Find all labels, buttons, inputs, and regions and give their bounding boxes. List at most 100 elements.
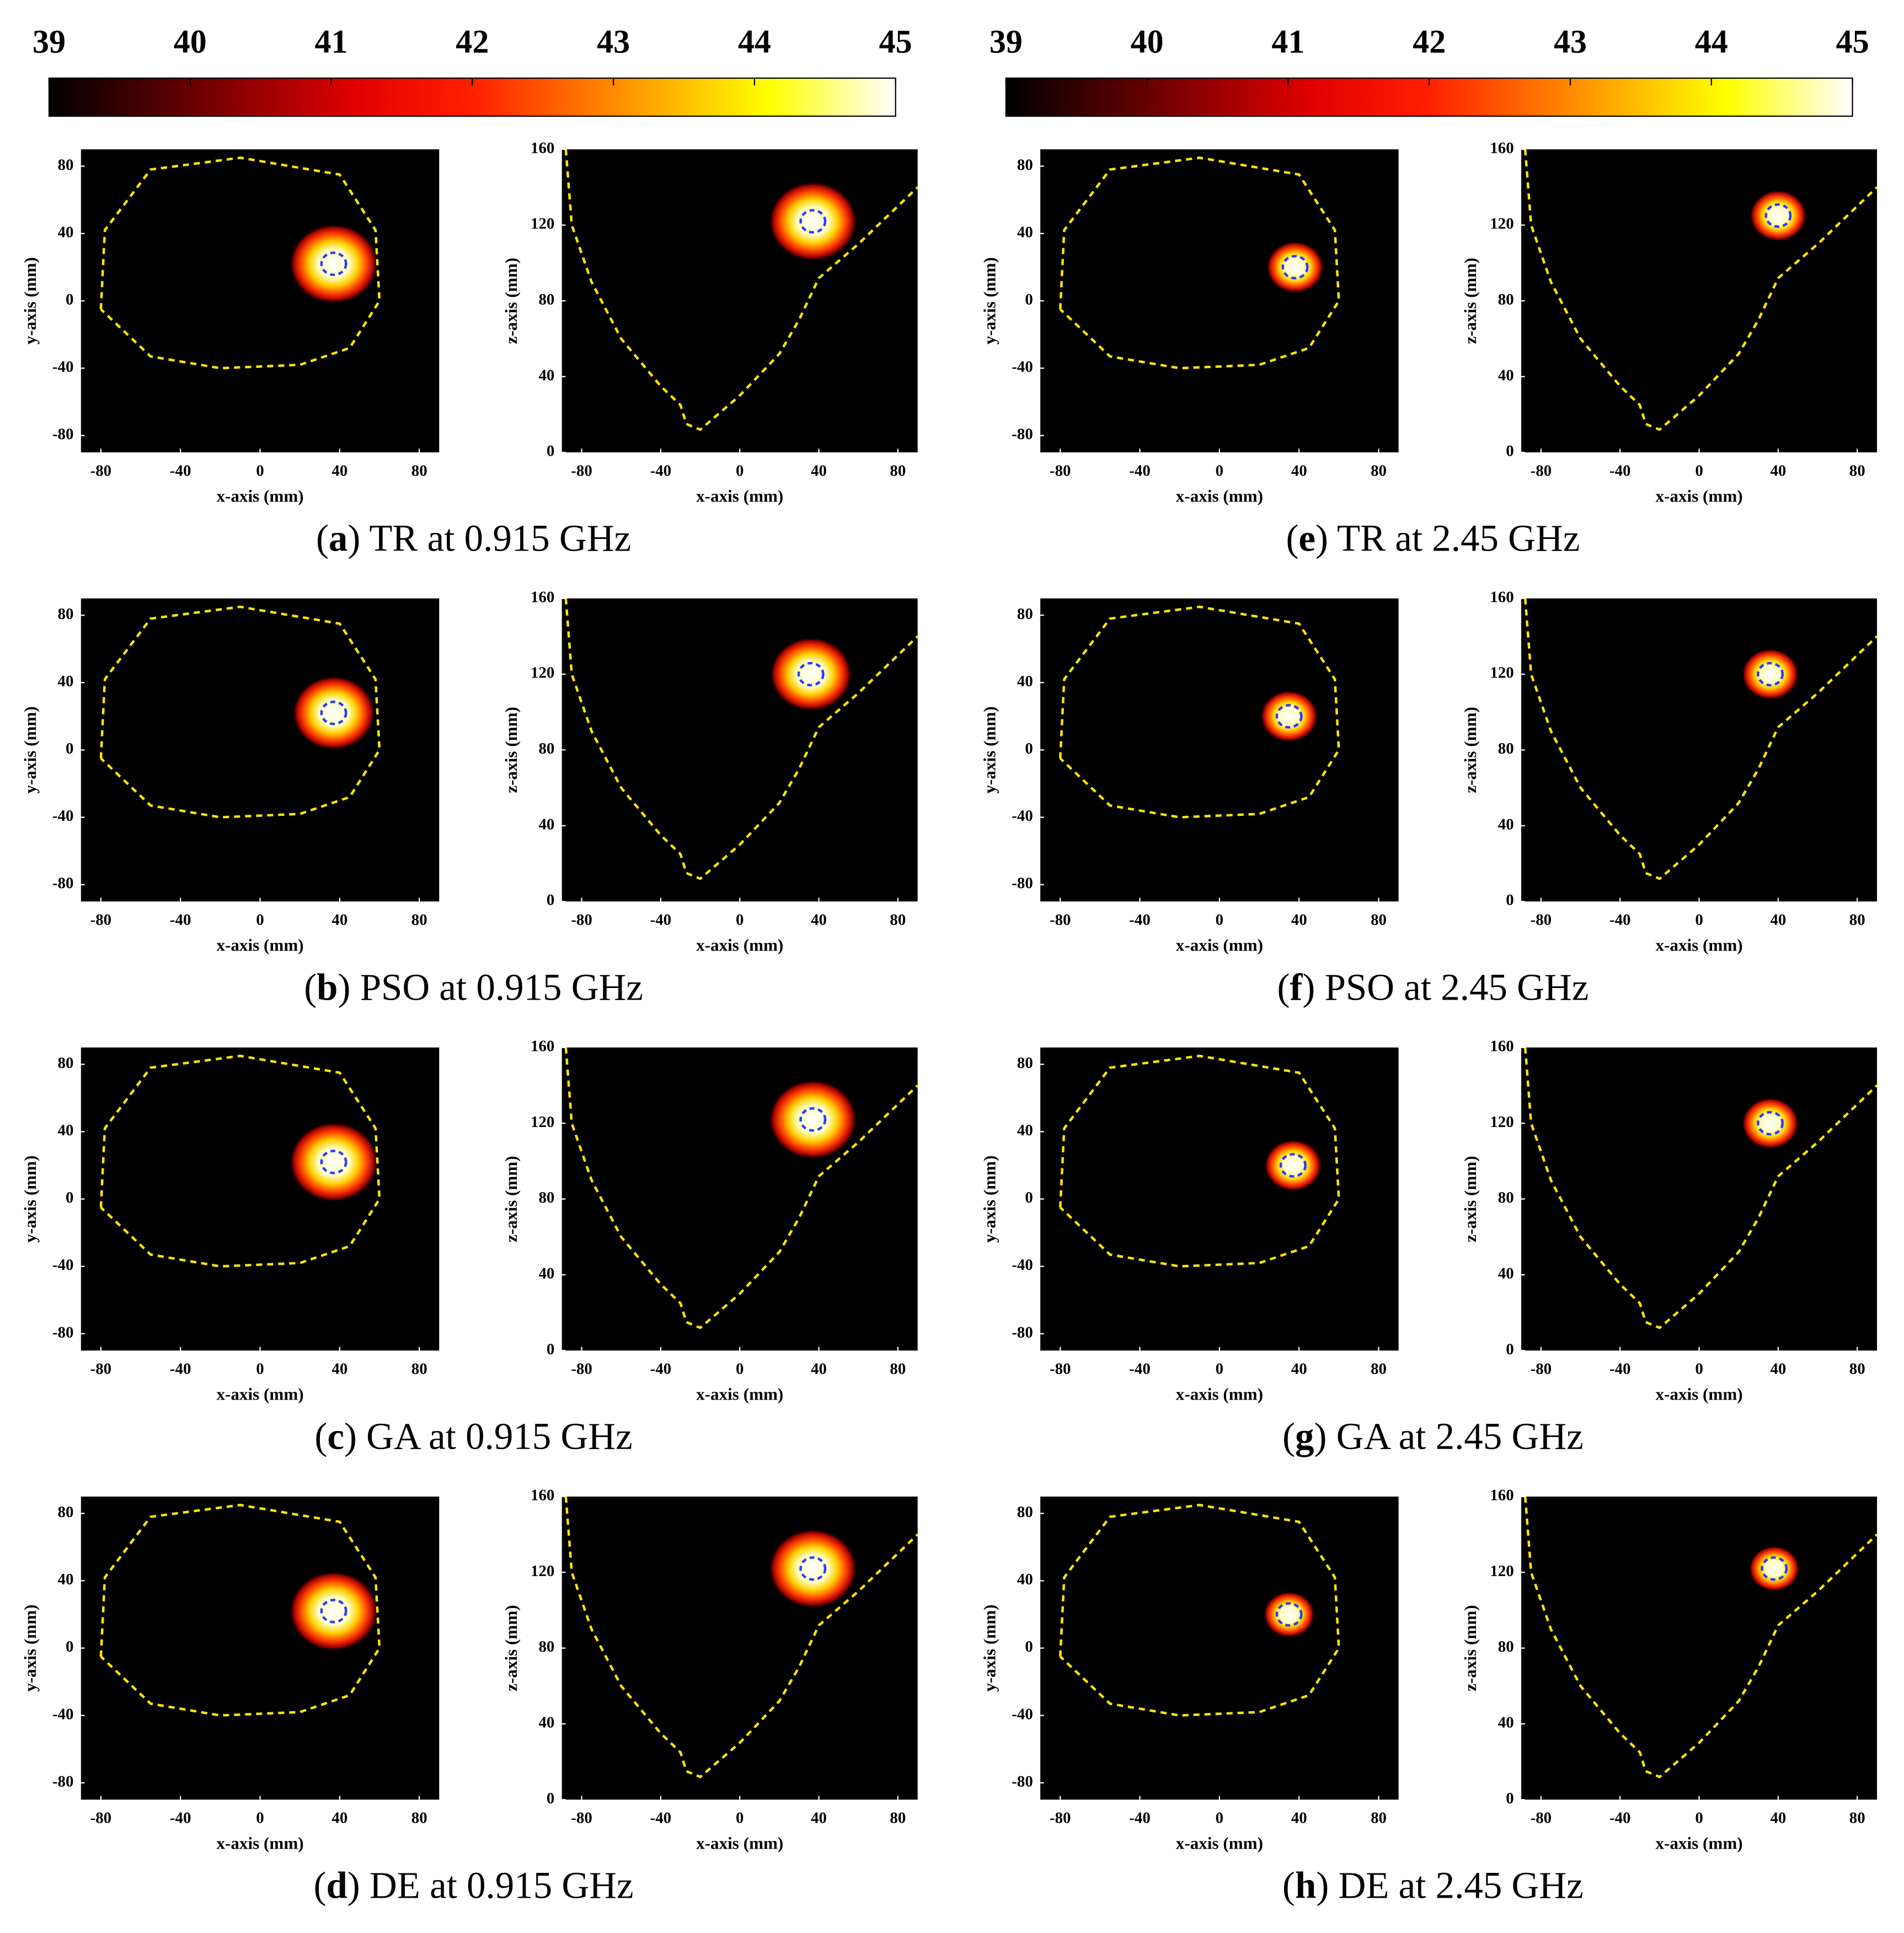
y-tick-label: 80 xyxy=(58,605,74,623)
target-outline xyxy=(320,1599,347,1624)
caption-part: e xyxy=(1298,517,1315,559)
x-tick-label: -80 xyxy=(90,911,112,928)
x-tick-label: -40 xyxy=(650,1360,672,1377)
x-tick-label: 0 xyxy=(736,462,744,479)
plot: -80 -40 0 40 80 -80 -40 0 40 80 x-axis (mm) y-axis … xyxy=(980,149,1399,505)
caption-part: ( xyxy=(1277,966,1290,1008)
plot: -80 -40 0 40 80 0 40 80 120 160 x-axis (mm) z-axis … xyxy=(1461,588,1878,955)
x-tick-label: 40 xyxy=(1770,462,1786,479)
y-tick-label: 40 xyxy=(58,1122,74,1139)
caption: (f) PSO at 2.45 GHz xyxy=(1277,966,1589,1008)
x-tick-label: 0 xyxy=(736,1809,744,1827)
panel: -80 -40 0 40 80 -80 -40 0 40 80 x-axis (mm) y-axis … xyxy=(20,588,919,1008)
x-tick-label: -80 xyxy=(1050,1809,1071,1827)
x-tick-label: -80 xyxy=(1050,911,1071,928)
y-tick-label: 0 xyxy=(66,291,73,308)
caption-part: ( xyxy=(314,1415,327,1457)
y-tick-label: -80 xyxy=(1012,1772,1033,1790)
x-tick-label: -40 xyxy=(170,462,191,479)
y-tick-label: 40 xyxy=(1017,1122,1033,1139)
y-tick-label: 80 xyxy=(1017,156,1033,174)
y-tick-label: 120 xyxy=(1490,1562,1513,1580)
hot-spot xyxy=(1260,690,1318,743)
plot: -80 -40 0 40 80 -80 -40 0 40 80 x-axis (mm) y-axis … xyxy=(20,1047,440,1404)
caption-part: g xyxy=(1295,1415,1314,1457)
plot-area xyxy=(561,1496,918,1800)
y-tick-label: 120 xyxy=(1490,1113,1513,1131)
target-outline xyxy=(1764,203,1792,228)
y-axis-label: z-axis (mm) xyxy=(1461,1156,1480,1242)
caption: (a) TR at 0.915 GHz xyxy=(316,517,631,559)
plot-area xyxy=(1040,1047,1399,1351)
y-tick-label: 0 xyxy=(1025,1189,1033,1206)
colorbar-tick-label: 40 xyxy=(174,23,207,60)
y-tick-label: 80 xyxy=(1017,1054,1033,1072)
y-tick-label: 80 xyxy=(538,291,554,308)
hot-spot xyxy=(1263,1591,1315,1638)
x-tick-label: -80 xyxy=(1050,1360,1071,1377)
x-axis-label: x-axis (mm) xyxy=(1176,1385,1263,1404)
y-tick-label: 120 xyxy=(531,1562,554,1580)
plot: -80 -40 0 40 80 -80 -40 0 40 80 x-axis (mm) y-axis … xyxy=(980,1047,1399,1404)
panel: -80 -40 0 40 80 -80 -40 0 40 80 x-axis (mm) y-axis … xyxy=(20,139,919,559)
plot-area xyxy=(1040,1496,1399,1800)
y-tick-label: 80 xyxy=(538,1638,554,1656)
plot-area xyxy=(1521,149,1878,453)
x-tick-label: -80 xyxy=(1531,1809,1552,1827)
caption: (g) GA at 2.45 GHz xyxy=(1282,1415,1584,1457)
x-tick-label: 80 xyxy=(411,462,427,479)
x-tick-label: 40 xyxy=(1770,911,1786,928)
x-tick-label: 80 xyxy=(1849,911,1865,928)
x-tick-label: 40 xyxy=(811,462,827,479)
plot: -80 -40 0 40 80 -80 -40 0 40 80 x-axis (mm) y-axis … xyxy=(20,1496,440,1853)
plot-area xyxy=(81,1047,440,1351)
y-axis-label: y-axis (mm) xyxy=(980,706,999,793)
x-tick-label: 0 xyxy=(736,911,744,928)
x-tick-label: -40 xyxy=(1609,911,1631,928)
caption-part: ( xyxy=(1286,517,1298,559)
colorbar-tick-label: 39 xyxy=(990,23,1023,60)
x-tick-label: 80 xyxy=(1849,1360,1865,1377)
x-tick-label: -80 xyxy=(571,462,592,479)
x-tick-label: -40 xyxy=(170,1360,191,1377)
caption: (d) DE at 0.915 GHz xyxy=(313,1864,633,1906)
caption-part: ) PSO at 2.45 GHz xyxy=(1302,966,1589,1008)
y-tick-label: 0 xyxy=(1506,891,1513,909)
y-tick-label: 160 xyxy=(531,588,554,606)
colorbar: 39 40 41 42 43 44 45 xyxy=(33,23,912,117)
panel: -80 -40 0 40 80 -80 -40 0 40 80 x-axis (mm) y-axis … xyxy=(980,1487,1878,1906)
y-axis-label: y-axis (mm) xyxy=(980,257,999,344)
plot-area xyxy=(1040,149,1399,453)
hot-spot xyxy=(1264,1139,1322,1192)
y-tick-label: 120 xyxy=(531,664,554,682)
caption-part: ( xyxy=(304,966,317,1008)
caption: (c) GA at 0.915 GHz xyxy=(314,1415,632,1457)
x-tick-label: 40 xyxy=(811,911,827,928)
caption-part: ( xyxy=(313,1864,326,1906)
x-tick-label: 80 xyxy=(411,1360,427,1377)
breast-outline xyxy=(564,149,919,431)
x-axis-label: x-axis (mm) xyxy=(216,486,303,505)
x-axis-label: x-axis (mm) xyxy=(1176,486,1263,505)
hot-spot xyxy=(768,1529,858,1609)
hot-spot xyxy=(289,1571,378,1652)
x-tick-label: -80 xyxy=(1050,462,1071,479)
y-tick-label: 80 xyxy=(538,1189,554,1206)
plot-area xyxy=(561,1047,918,1351)
target-outline xyxy=(1757,1110,1784,1136)
plot: -80 -40 0 40 80 -80 -40 0 40 80 x-axis (mm) y-axis … xyxy=(20,598,440,955)
y-tick-label: 80 xyxy=(1498,1638,1514,1656)
caption-part: ) DE at 2.45 GHz xyxy=(1316,1864,1583,1906)
y-tick-label: -40 xyxy=(1012,1705,1033,1723)
target-outline xyxy=(799,209,827,234)
target-outline xyxy=(320,251,347,276)
y-tick-label: 120 xyxy=(531,1113,554,1131)
hot-spot xyxy=(289,1122,378,1203)
y-tick-label: 160 xyxy=(1490,1037,1513,1055)
x-tick-label: 0 xyxy=(256,911,264,928)
x-tick-label: -40 xyxy=(1609,1360,1631,1377)
x-axis-label: x-axis (mm) xyxy=(696,1834,783,1853)
y-tick-label: 160 xyxy=(1490,139,1513,157)
y-tick-label: -40 xyxy=(52,358,74,376)
